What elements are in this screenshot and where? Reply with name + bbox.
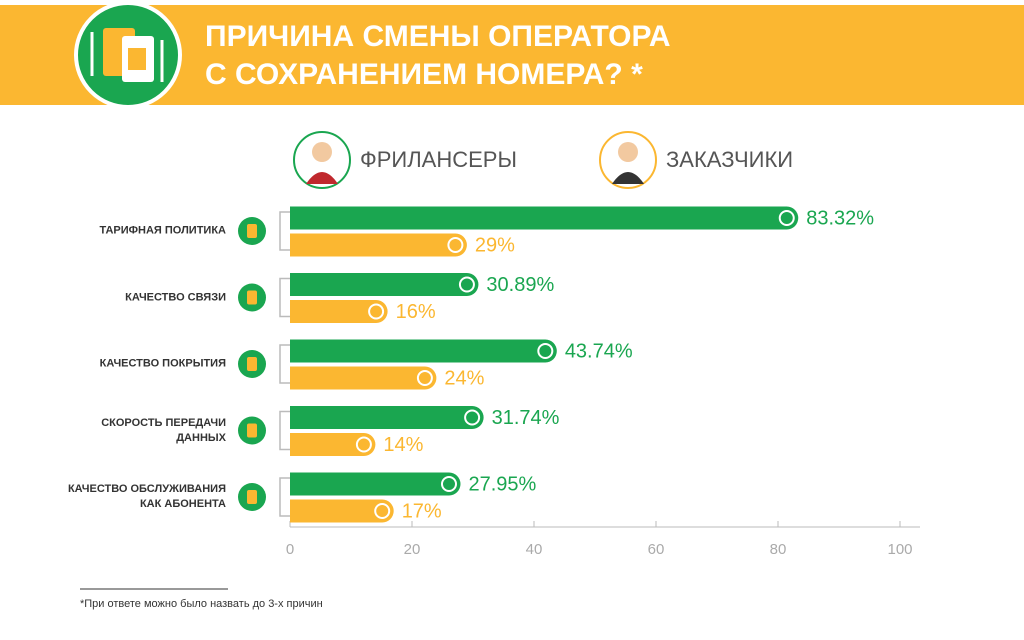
bracket <box>279 344 290 384</box>
value-label: 31.74% <box>492 407 560 429</box>
x-tick-label: 80 <box>770 541 787 558</box>
x-tick-label: 60 <box>648 541 665 558</box>
x-tick-label: 40 <box>526 541 543 558</box>
category-label: КАЧЕСТВО ПОКРЫТИЯ <box>99 357 226 370</box>
x-tick-label: 20 <box>404 541 421 558</box>
bracket <box>279 477 290 517</box>
bar <box>290 339 557 363</box>
bar-end-marker <box>778 210 795 226</box>
bar-end-marker <box>464 409 481 426</box>
category-icon-glyph <box>247 224 257 238</box>
value-label: 16% <box>396 301 436 323</box>
bar-end-marker <box>355 436 372 453</box>
category-icon-glyph <box>247 423 257 438</box>
bracket <box>279 277 290 318</box>
title-line: С СОХРАНЕНИЕМ НОМЕРА? * <box>205 58 643 91</box>
footnote: *При ответе можно было назвать до 3-х пр… <box>80 598 323 610</box>
bracket <box>279 410 290 451</box>
category-label: СКОРОСТЬ ПЕРЕДАЧИ ДАННЫХ <box>101 416 226 444</box>
bar-end-marker <box>458 276 475 293</box>
value-label: 14% <box>383 434 423 456</box>
value-label: 30.89% <box>486 274 554 296</box>
bracket <box>279 211 290 251</box>
bar <box>290 300 388 323</box>
avatar-head <box>618 142 638 162</box>
bar-end-marker <box>416 370 433 386</box>
value-label: 17% <box>402 500 442 522</box>
sim-chip <box>128 48 146 70</box>
bar-end-marker <box>440 476 457 492</box>
bar <box>290 206 799 230</box>
category-icon-glyph <box>247 490 257 504</box>
bar <box>290 433 376 456</box>
avatar-head <box>312 142 332 162</box>
value-label: 29% <box>475 234 515 256</box>
category-label: КАЧЕСТВО ОБСЛУЖИВАНИЯ КАК АБОНЕНТА <box>67 483 226 510</box>
category-icon-glyph <box>247 290 257 305</box>
bar <box>290 406 484 429</box>
value-label: 24% <box>444 367 484 389</box>
legend-label: ЗАКАЗЧИКИ <box>666 147 793 172</box>
category-label: КАЧЕСТВО СВЯЗИ <box>125 291 226 303</box>
bar <box>290 273 479 296</box>
legend-label: ФРИЛАНСЕРЫ <box>360 147 517 172</box>
bar-end-marker <box>374 503 391 519</box>
bar <box>290 472 461 496</box>
value-label: 27.95% <box>468 473 536 495</box>
value-label: 83.32% <box>806 207 874 229</box>
category-icon-glyph <box>247 357 257 371</box>
bar <box>290 233 467 257</box>
title-line: ПРИЧИНА СМЕНЫ ОПЕРАТОРА <box>205 20 670 53</box>
bar-end-marker <box>368 303 385 320</box>
x-tick-label: 100 <box>887 541 912 558</box>
value-label: 43.74% <box>565 340 633 362</box>
avatar-body <box>306 172 338 184</box>
bar <box>290 499 394 523</box>
avatar-body <box>612 172 644 184</box>
category-label: ТАРИФНАЯ ПОЛИТИКА <box>99 224 226 237</box>
bar-end-marker <box>447 237 464 253</box>
bar <box>290 366 437 390</box>
bar-end-marker <box>537 343 554 359</box>
x-tick-label: 0 <box>286 541 294 558</box>
